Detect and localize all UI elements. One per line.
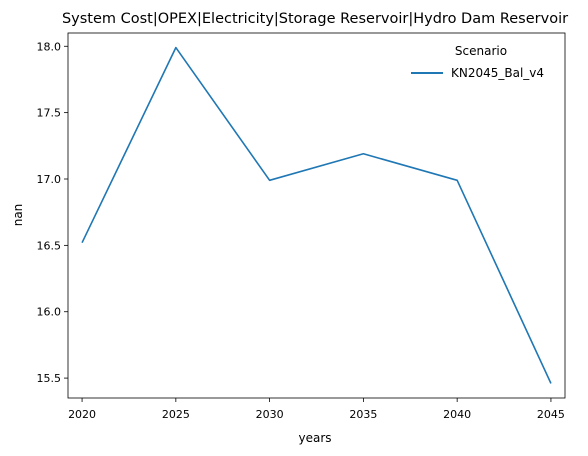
y-tick-label: 17.5 — [37, 107, 62, 120]
plot-area — [67, 32, 566, 399]
y-tick-label: 16.5 — [37, 239, 62, 252]
x-axis-label: years — [298, 431, 331, 445]
x-tick-label: 2020 — [68, 408, 96, 421]
y-tick-label: 17.0 — [37, 173, 62, 186]
x-tick-label: 2025 — [162, 408, 190, 421]
series-layer — [81, 46, 552, 384]
x-tick-label: 2040 — [443, 408, 471, 421]
x-tick-label: 2030 — [256, 408, 284, 421]
y-axis: 15.5 16.0 16.5 17.0 17.5 18.0 — [37, 40, 68, 385]
legend-entry-label: KN2045_Bal_v4 — [451, 66, 544, 80]
legend-title: Scenario — [455, 44, 507, 58]
y-tick-label: 15.5 — [37, 372, 62, 385]
x-tick-label: 2035 — [349, 408, 377, 421]
x-tick-label: 2045 — [537, 408, 565, 421]
chart-title: System Cost|OPEX|Electricity|Storage Res… — [62, 11, 568, 27]
y-tick-label: 18.0 — [37, 40, 62, 53]
legend: Scenario KN2045_Bal_v4 — [411, 44, 544, 80]
y-axis-label: nan — [11, 204, 25, 227]
x-axis: 2020 2025 2030 2035 2040 2045 — [68, 398, 565, 421]
y-tick-label: 16.0 — [37, 306, 62, 319]
series-line — [81, 46, 552, 384]
